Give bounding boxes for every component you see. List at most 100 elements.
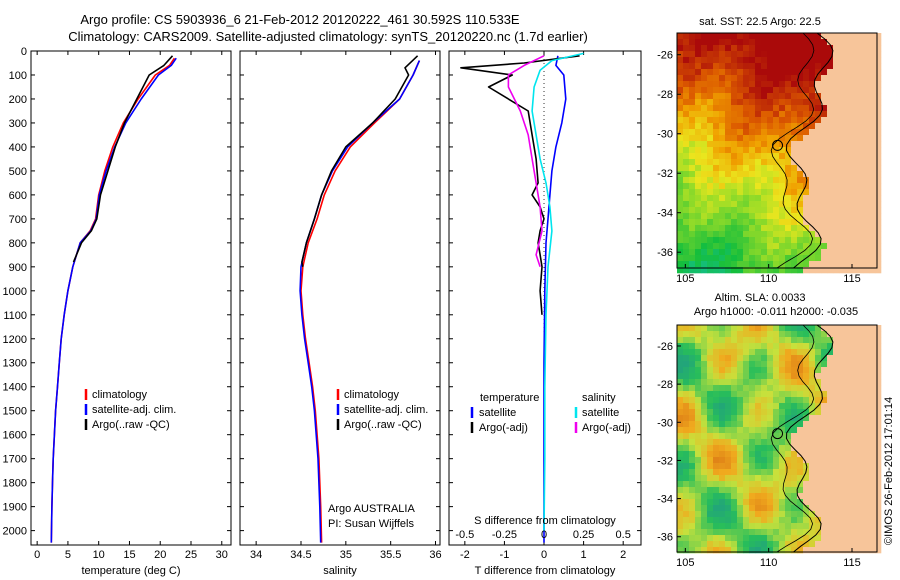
map-cell: [767, 195, 774, 202]
map-cell: [707, 415, 714, 422]
map-cell: [725, 541, 732, 548]
map-cell: [713, 231, 720, 238]
map-cell: [689, 409, 696, 416]
map-cell: [779, 255, 786, 262]
map-cell: [761, 427, 768, 434]
map-cell: [851, 481, 858, 488]
map-cell: [737, 123, 744, 130]
map-cell: [797, 337, 804, 344]
map-cell: [677, 189, 684, 196]
map-cell: [737, 433, 744, 440]
map-cell: [689, 261, 696, 268]
map-cell: [791, 93, 798, 100]
map-cell: [755, 177, 762, 184]
map-cell: [719, 379, 726, 386]
map-cell: [803, 367, 810, 374]
map-cell: [785, 93, 792, 100]
map-cell: [743, 397, 750, 404]
map-cell: [773, 511, 780, 518]
map-cell: [857, 177, 864, 184]
map-cell: [713, 331, 720, 338]
map-cell: [839, 261, 846, 268]
map-cell: [779, 147, 786, 154]
map-cell: [767, 129, 774, 136]
y-tick-label: 1600: [3, 430, 27, 442]
map-cell: [713, 129, 720, 136]
map-cell: [857, 439, 864, 446]
map-cell: [821, 111, 828, 118]
y-tick-label: 1400: [3, 382, 27, 394]
map-cell: [797, 111, 804, 118]
map-cell: [689, 421, 696, 428]
map-cell: [815, 433, 822, 440]
map-cell: [689, 255, 696, 262]
map-cell: [755, 147, 762, 154]
map-cell: [821, 201, 828, 208]
map-cell: [695, 529, 702, 536]
map-cell: [875, 201, 882, 208]
legend-group-title: temperature: [480, 392, 539, 404]
map-cell: [785, 201, 792, 208]
map-cell: [701, 99, 708, 106]
map-cell: [743, 349, 750, 356]
map-cell: [869, 243, 876, 250]
map-cell: [725, 493, 732, 500]
map-cell: [791, 487, 798, 494]
map-cell: [725, 231, 732, 238]
map-cell: [701, 325, 708, 332]
map-cell: [857, 547, 864, 554]
map-cell: [803, 123, 810, 130]
map-cell: [761, 33, 768, 40]
map-cell: [791, 499, 798, 506]
map-cell: [869, 135, 876, 142]
map-cell: [695, 231, 702, 238]
map-cell: [857, 165, 864, 172]
map-cell: [737, 243, 744, 250]
map-cell: [845, 403, 852, 410]
map-cell: [833, 237, 840, 244]
map-cell: [767, 87, 774, 94]
map-cell: [839, 397, 846, 404]
map-cell: [809, 481, 816, 488]
map-cell: [719, 361, 726, 368]
map-cell: [857, 63, 864, 70]
map-cell: [773, 81, 780, 88]
map-cell: [875, 439, 882, 446]
map-cell: [875, 177, 882, 184]
map-cell: [707, 469, 714, 476]
map-cell: [797, 475, 804, 482]
map-cell: [845, 165, 852, 172]
map-cell: [707, 523, 714, 530]
map-cell: [737, 225, 744, 232]
map-cell: [791, 69, 798, 76]
map-cell: [737, 325, 744, 332]
map-cell: [761, 415, 768, 422]
map-cell: [749, 469, 756, 476]
map-cell: [683, 135, 690, 142]
map-cell: [767, 451, 774, 458]
map-cell: [755, 385, 762, 392]
map-cell: [785, 141, 792, 148]
map-cell: [839, 469, 846, 476]
map-cell: [845, 409, 852, 416]
map-cell: [827, 147, 834, 154]
map-cell: [737, 93, 744, 100]
map-cell: [773, 69, 780, 76]
map-cell: [821, 331, 828, 338]
map-cell: [749, 349, 756, 356]
map-cell: [875, 183, 882, 190]
map-cell: [737, 505, 744, 512]
map-cell: [731, 367, 738, 374]
map-cell: [701, 343, 708, 350]
map-cell: [857, 261, 864, 268]
map-cell: [755, 57, 762, 64]
map-cell: [731, 153, 738, 160]
map-cell: [815, 231, 822, 238]
map-cell: [809, 195, 816, 202]
map-cell: [809, 117, 816, 124]
map-cell: [677, 325, 684, 332]
map-cell: [833, 463, 840, 470]
legend-entry: satellite: [582, 407, 619, 419]
map-cell: [869, 69, 876, 76]
map-cell: [767, 39, 774, 46]
